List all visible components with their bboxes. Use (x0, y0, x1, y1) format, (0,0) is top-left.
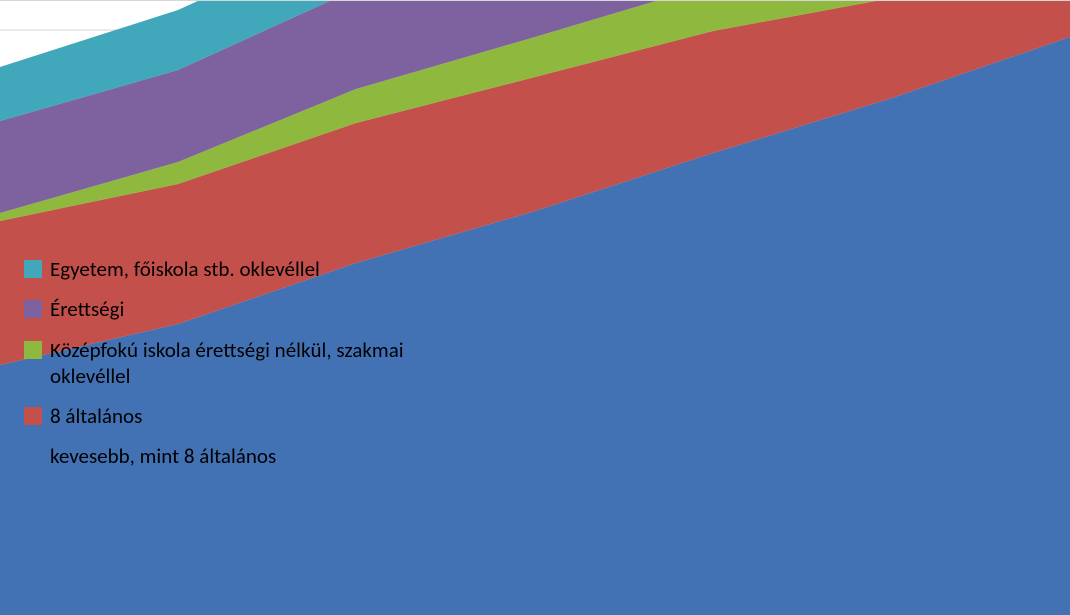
legend-swatch-kozepfoku (24, 341, 42, 359)
legend-item-erettsegi: Érettségi (24, 296, 410, 322)
legend-item-kevesebb: kevesebb, mint 8 általános (24, 443, 410, 469)
legend-swatch-erettsegi (24, 300, 42, 318)
legend-swatch-egyetem (24, 260, 42, 278)
legend-swatch-8altalanos (24, 407, 42, 425)
legend-label-erettsegi: Érettségi (50, 296, 124, 322)
stacked-area-chart: Egyetem, főiskola stb. oklevéllel Éretts… (0, 0, 1070, 615)
legend-label-kevesebb: kevesebb, mint 8 általános (50, 443, 276, 469)
legend-item-kozepfoku: Középfokú iskola érettségi nélkül, szakm… (24, 337, 410, 390)
legend-swatch-kevesebb (24, 447, 42, 465)
legend-item-egyetem: Egyetem, főiskola stb. oklevéllel (24, 256, 410, 282)
legend-item-8altalanos: 8 általános (24, 403, 410, 429)
legend-label-kozepfoku: Középfokú iskola érettségi nélkül, szakm… (50, 337, 410, 390)
legend-label-egyetem: Egyetem, főiskola stb. oklevéllel (50, 256, 320, 282)
legend: Egyetem, főiskola stb. oklevéllel Éretts… (24, 256, 410, 484)
legend-label-8altalanos: 8 általános (50, 403, 142, 429)
